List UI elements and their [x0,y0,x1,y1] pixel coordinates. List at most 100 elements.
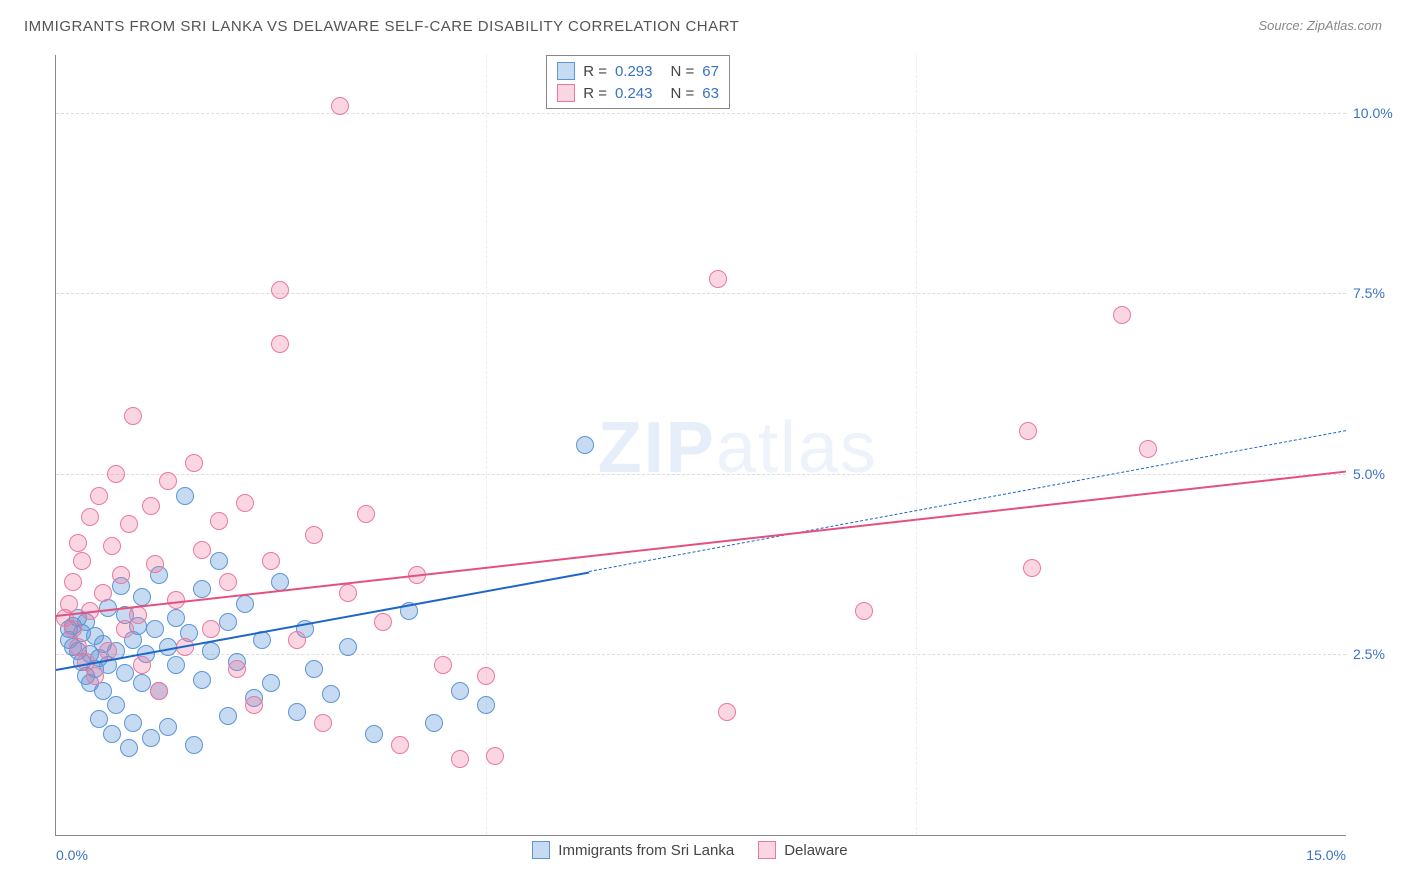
data-point [124,407,142,425]
data-point [112,566,130,584]
data-point [1139,440,1157,458]
stat-r-value: 0.243 [615,85,653,102]
legend-item: Delaware [758,841,847,859]
data-point [60,595,78,613]
y-tick-label: 5.0% [1353,466,1406,482]
data-point [73,552,91,570]
data-point [202,620,220,638]
gridline-v [486,55,487,835]
data-point [451,682,469,700]
data-point [150,682,168,700]
data-point [288,631,306,649]
data-point [262,674,280,692]
data-point [159,472,177,490]
stat-key: N = [671,63,695,80]
data-point [69,534,87,552]
data-point [185,736,203,754]
data-point [219,613,237,631]
data-point [81,508,99,526]
data-point [709,270,727,288]
data-point [855,602,873,620]
data-point [365,725,383,743]
data-point [185,454,203,472]
legend-label: Delaware [784,842,847,859]
data-point [124,714,142,732]
data-point [64,620,82,638]
data-point [271,281,289,299]
gridline-v [916,55,917,835]
data-point [357,505,375,523]
data-point [193,671,211,689]
trend-line [56,470,1346,616]
y-tick-label: 2.5% [1353,646,1406,662]
data-point [425,714,443,732]
legend-swatch [532,841,550,859]
x-tick-label: 0.0% [56,847,88,863]
data-point [142,497,160,515]
data-point [103,537,121,555]
stat-n-value: 67 [702,63,719,80]
data-point [245,696,263,714]
trend-line [589,431,1346,573]
gridline-h [56,113,1346,114]
data-point [486,747,504,765]
data-point [305,660,323,678]
stats-box: R = 0.293 N = 67 R =0.243N =63 [546,55,730,109]
data-point [202,642,220,660]
data-point [193,580,211,598]
data-point [120,515,138,533]
data-point [107,465,125,483]
data-point [434,656,452,674]
series-swatch [557,84,575,102]
data-point [90,487,108,505]
gridline-h [56,293,1346,294]
data-point [236,595,254,613]
legend-label: Immigrants from Sri Lanka [558,842,734,859]
series-swatch [557,62,575,80]
data-point [271,335,289,353]
data-point [305,526,323,544]
data-point [339,638,357,656]
data-point [120,739,138,757]
stat-key: R = [583,63,607,80]
data-point [64,573,82,591]
data-point [451,750,469,768]
data-point [314,714,332,732]
data-point [1113,306,1131,324]
data-point [167,609,185,627]
data-point [1019,422,1037,440]
plot-area: ZIPatlas 2.5%5.0%7.5%10.0%0.0%15.0%R =0.… [55,55,1346,836]
data-point [86,667,104,685]
data-point [133,674,151,692]
data-point [133,656,151,674]
data-point [236,494,254,512]
chart-title: IMMIGRANTS FROM SRI LANKA VS DELAWARE SE… [24,18,739,35]
gridline-h [56,654,1346,655]
data-point [331,97,349,115]
data-point [99,642,117,660]
legend: Immigrants from Sri Lanka Delaware [532,841,847,859]
data-point [339,584,357,602]
source-credit: Source: ZipAtlas.com [1258,18,1382,33]
data-point [576,436,594,454]
data-point [167,656,185,674]
stats-row: R =0.243N =63 [557,82,719,104]
data-point [391,736,409,754]
legend-item: Immigrants from Sri Lanka [532,841,734,859]
data-point [374,613,392,631]
legend-swatch [758,841,776,859]
watermark: ZIPatlas [598,407,878,489]
data-point [210,552,228,570]
data-point [133,588,151,606]
data-point [146,620,164,638]
y-tick-label: 7.5% [1353,285,1406,301]
data-point [1023,559,1041,577]
data-point [228,660,246,678]
x-tick-label: 15.0% [1306,847,1346,863]
data-point [116,664,134,682]
data-point [477,667,495,685]
stat-r-value: 0.293 [615,63,653,80]
data-point [142,729,160,747]
data-point [176,487,194,505]
gridline-h [56,474,1346,475]
